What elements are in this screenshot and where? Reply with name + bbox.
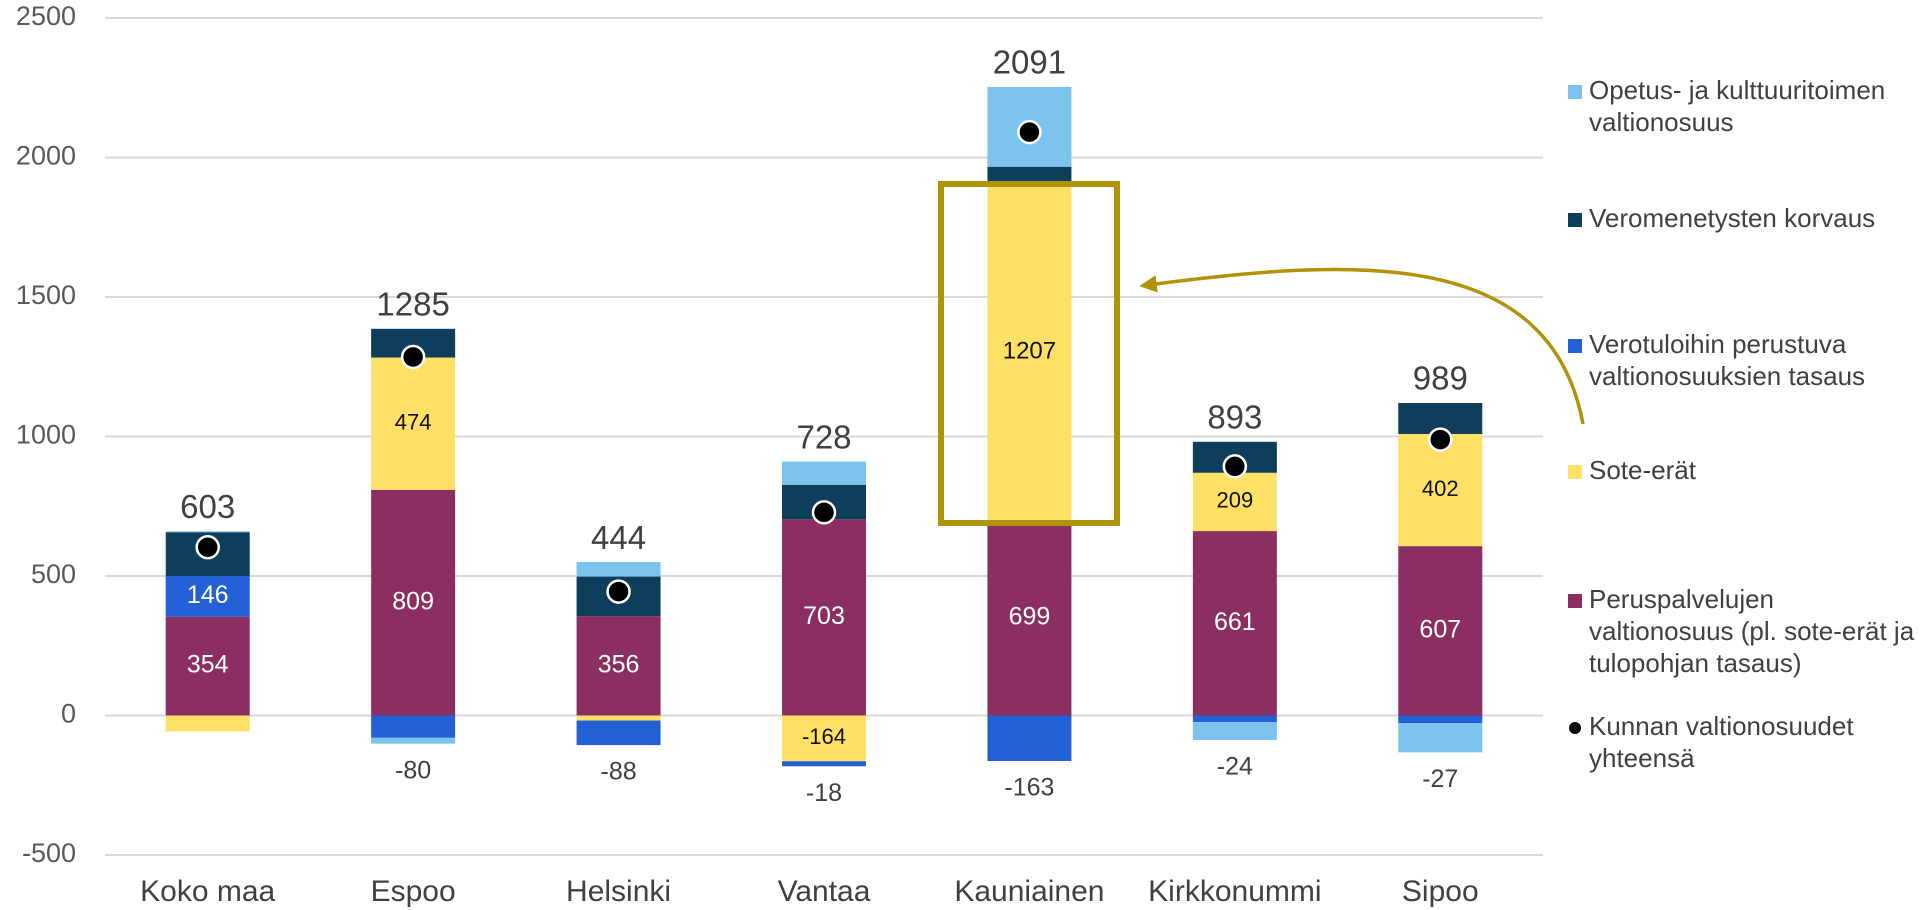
bar-segment [576, 715, 661, 721]
bar-segment [782, 761, 866, 767]
bar-segment [371, 489, 456, 716]
legend-label: Kunnan valtionosuudet yhteensä [1589, 711, 1861, 773]
total-dot [400, 344, 426, 370]
data-label: 809 [392, 587, 434, 615]
bar-segment [576, 720, 661, 746]
data-label: 474 [395, 409, 432, 434]
data-label: 607 [1419, 615, 1461, 643]
bar-segment [1398, 715, 1483, 724]
data-label: -163 [1004, 774, 1054, 802]
y-tick-label: -500 [22, 838, 76, 868]
data-label: 699 [1009, 603, 1051, 631]
bar-segment [1192, 531, 1277, 716]
legend-label: Peruspalvelujen valtionosuus (pl. sote-e… [1589, 584, 1921, 678]
legend-swatch [1568, 594, 1582, 608]
bar-segment [782, 519, 866, 716]
bar-segment [371, 737, 456, 744]
legend-label: Opetus- ja kulttuuritoimen valtionosuus [1589, 75, 1892, 137]
total-label: 728 [796, 418, 851, 455]
x-tick-label: Koko maa [140, 875, 275, 908]
data-label: 703 [803, 602, 845, 630]
bar-segment [987, 520, 1072, 716]
bar-segment [576, 616, 661, 716]
highlight-box [938, 181, 1120, 526]
data-label: -27 [1422, 765, 1458, 793]
data-label: -164 [802, 724, 846, 749]
data-label: 356 [598, 650, 640, 678]
bar-segment [987, 166, 1072, 184]
x-tick-label: Sipoo [1402, 875, 1479, 908]
y-tick-label: 500 [31, 559, 76, 589]
data-label: 209 [1216, 488, 1253, 513]
legend-swatch [1568, 465, 1582, 479]
data-label: 661 [1214, 608, 1256, 636]
bar-segment [1398, 546, 1483, 716]
total-dot [1428, 427, 1453, 452]
bar-segment [1398, 723, 1483, 753]
bar-segment [1192, 715, 1277, 723]
total-dot [195, 535, 220, 560]
legend-swatch [1568, 339, 1582, 353]
total-dot [1222, 454, 1248, 479]
y-tick-label: 1500 [16, 280, 76, 310]
bar-segment [165, 531, 250, 533]
annotation-arrow [1139, 267, 1585, 425]
data-label: 1207 [1003, 337, 1056, 364]
y-tick-label: 2500 [16, 1, 76, 31]
y-tick-label: 0 [61, 699, 76, 729]
bar-segment [1192, 472, 1277, 532]
plot-area: -500 0 500 1000 1500 2000 2500 Koko maa 354 146 60… [16, 1, 1543, 908]
x-tick-label: Espoo [371, 875, 456, 908]
y-tick-label: 2000 [16, 141, 76, 171]
data-label: -80 [395, 756, 431, 784]
data-label: 146 [187, 581, 229, 609]
total-label: 2091 [993, 44, 1066, 81]
bar-segment [165, 715, 250, 732]
bar-segment [782, 715, 866, 762]
data-label: 354 [187, 651, 229, 679]
x-tick-label: Helsinki [566, 875, 671, 908]
total-dot [1017, 119, 1042, 145]
bar-segment [987, 183, 1072, 521]
y-tick-label: 1000 [16, 420, 76, 450]
legend-label: Sote-erät [1589, 455, 1697, 485]
bar-segment [371, 715, 456, 738]
total-label: 893 [1207, 399, 1262, 436]
legend-marker [1569, 722, 1581, 734]
data-label: -88 [601, 758, 637, 786]
total-label: 603 [180, 488, 235, 525]
bar-segment [987, 715, 1072, 761]
x-tick-label: Kauniainen [954, 875, 1104, 908]
legend-label: Verotuloihin perustuva valtionosuuksien … [1589, 329, 1865, 391]
x-tick-label: Vantaa [778, 875, 871, 908]
x-tick-label: Kirkkonummi [1148, 875, 1321, 908]
data-label: 402 [1422, 476, 1459, 501]
bar-segment [1398, 433, 1483, 547]
data-label: -18 [806, 779, 842, 807]
total-dot [811, 500, 837, 525]
legend-swatch [1568, 213, 1582, 227]
total-label: 444 [591, 519, 646, 556]
legend-label: Veromenetysten korvaus [1589, 203, 1875, 233]
bar-segment [165, 576, 250, 617]
legend-swatch [1568, 85, 1582, 99]
total-label: 1285 [376, 286, 449, 323]
bar-segment [576, 562, 661, 577]
bar-segment [1192, 722, 1277, 741]
total-label: 989 [1413, 360, 1468, 397]
data-label: -24 [1217, 753, 1253, 781]
total-dot [606, 579, 631, 604]
bar-segment [165, 616, 250, 716]
bar-segment [782, 461, 866, 485]
bar-segment [371, 357, 456, 490]
